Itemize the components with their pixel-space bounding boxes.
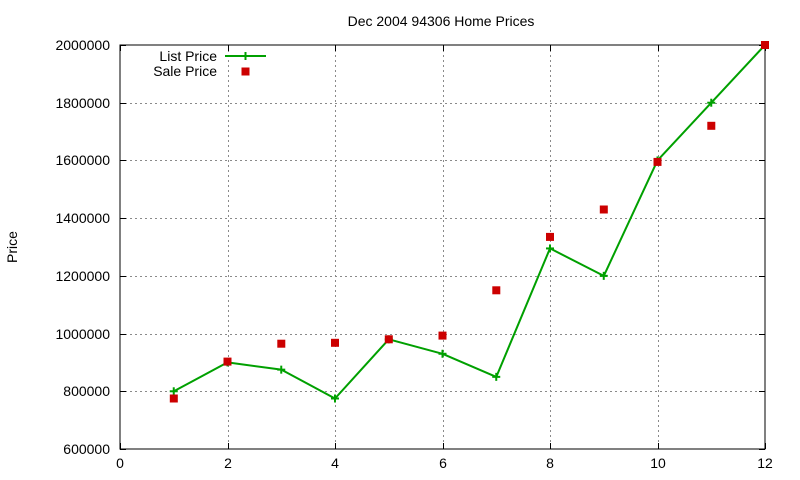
y-axis: 600000 800000 1000000 1200000 1400000 1600000… — [55, 37, 765, 457]
data-point-sale-price — [223, 357, 232, 366]
plot-area-border — [119, 44, 766, 450]
data-point-sale-price — [384, 335, 393, 344]
y-tick-label: 600000 — [63, 441, 110, 457]
series-line-list-price — [173, 44, 766, 400]
data-point-sale-price — [707, 121, 716, 130]
y-tick-label: 1600000 — [55, 152, 110, 168]
data-point-sale-price — [331, 338, 339, 347]
x-tick-label: 12 — [757, 455, 773, 471]
data-point-sale-price — [438, 331, 447, 340]
x-tick-label: 4 — [331, 455, 339, 471]
x-tick-label: 0 — [116, 455, 124, 471]
y-tick-label: 1800000 — [55, 95, 110, 111]
y-axis-label: Price — [4, 231, 20, 263]
legend-sample-list-price — [225, 52, 266, 60]
data-point-sale-price — [653, 157, 662, 166]
data-point-list-price — [438, 349, 447, 358]
y-tick-label: 1200000 — [55, 268, 110, 284]
legend: List Price Sale Price — [153, 48, 266, 79]
data-point-list-price — [492, 372, 501, 381]
data-point-sale-price — [169, 394, 178, 403]
data-point-sale-price — [761, 41, 769, 49]
data-point-list-price — [599, 271, 608, 280]
legend-sample-sale-price — [241, 67, 250, 76]
data-point-list-price — [331, 394, 339, 403]
x-tick-label: 10 — [650, 455, 666, 471]
data-point-sale-price — [546, 232, 554, 241]
data-point-list-price — [707, 98, 716, 107]
data-point-list-price — [169, 387, 178, 396]
x-tick-label: 2 — [224, 455, 232, 471]
grid-lines — [120, 45, 765, 449]
y-tick-label: 800000 — [63, 383, 110, 399]
y-tick-label: 1400000 — [55, 210, 110, 226]
series-layer — [169, 41, 769, 403]
y-tick-label: 2000000 — [55, 37, 110, 53]
legend-label-list-price: List Price — [159, 48, 217, 64]
x-tick-label: 6 — [439, 455, 447, 471]
y-tick-label: 1000000 — [55, 326, 110, 342]
legend-label-sale-price: Sale Price — [153, 63, 217, 79]
data-point-sale-price — [599, 205, 608, 214]
x-axis: 0 2 4 6 8 10 12 — [116, 45, 773, 471]
data-point-list-price — [277, 365, 286, 374]
data-point-sale-price — [492, 286, 501, 295]
data-point-list-price — [546, 244, 554, 253]
chart-title: Dec 2004 94306 Home Prices — [348, 13, 535, 29]
data-point-sale-price — [277, 339, 286, 348]
x-tick-label: 8 — [546, 455, 554, 471]
